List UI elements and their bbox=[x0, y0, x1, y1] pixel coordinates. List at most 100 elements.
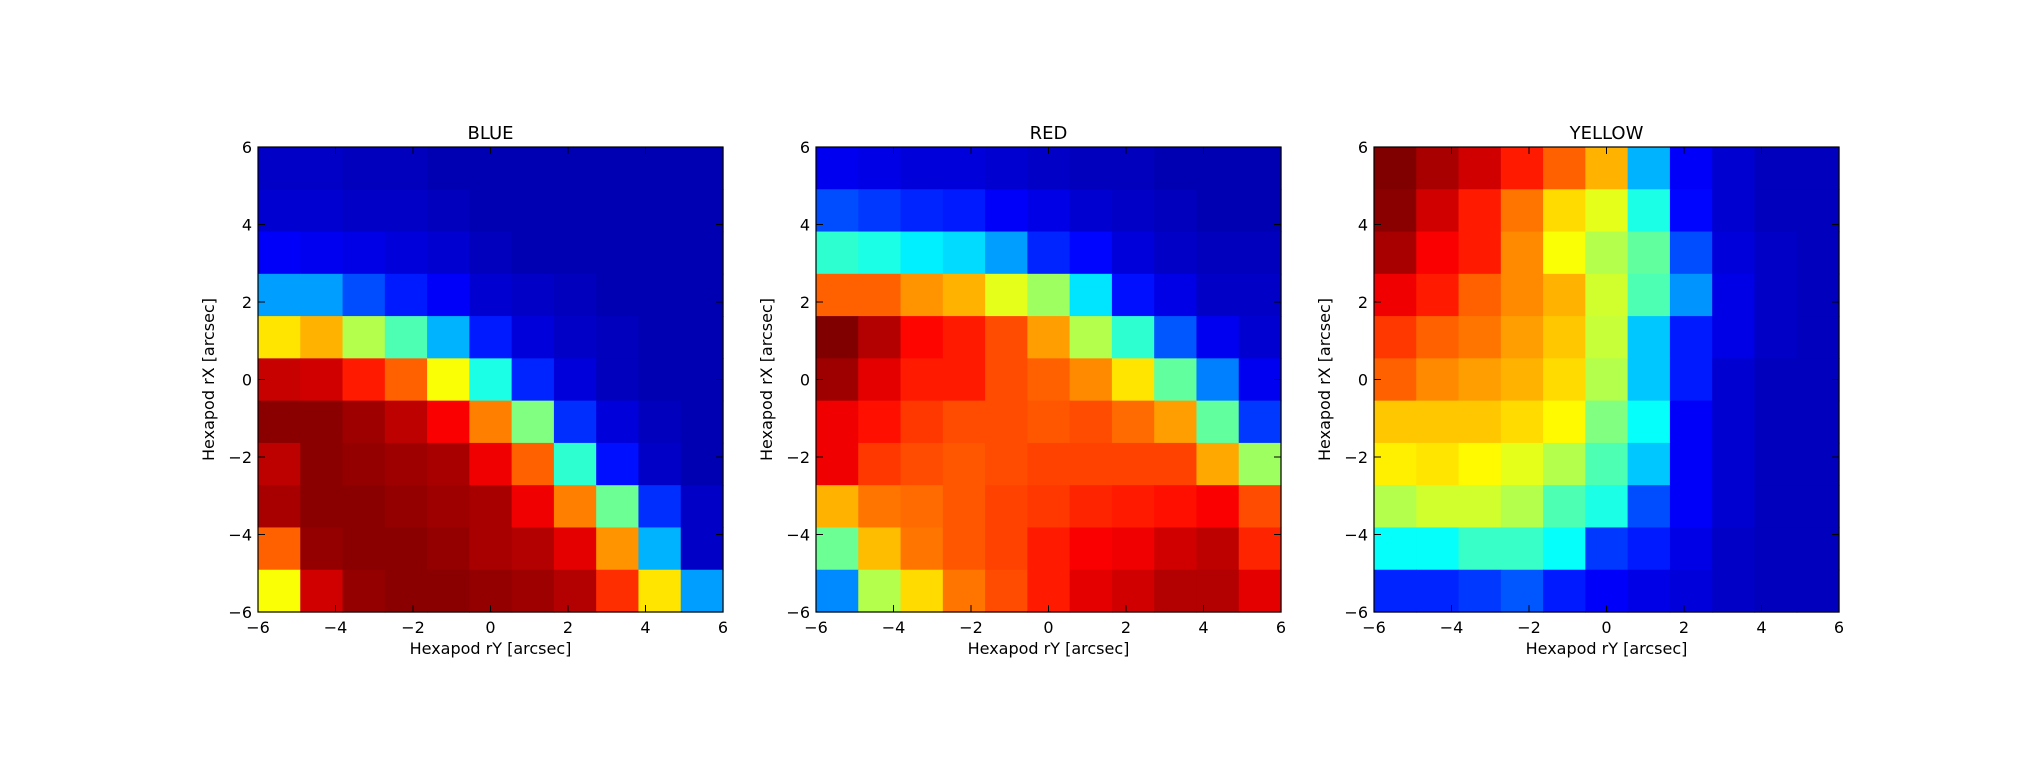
heatmap-panels: −6 −4 −2 0 2 4 6 −6 −4 −2 0 2 4 6 BLUE Hexapod rY [arcs… bbox=[199, 123, 1844, 658]
y-tick-label: 4 bbox=[1358, 216, 1368, 235]
heatmap-cell bbox=[900, 189, 944, 233]
heatmap-cell bbox=[1543, 273, 1586, 317]
heatmap-cell bbox=[427, 485, 470, 529]
heatmap-cell bbox=[1754, 147, 1798, 190]
heatmap-cell bbox=[1196, 400, 1240, 444]
heatmap-cell bbox=[680, 442, 724, 486]
heatmap-cell bbox=[427, 527, 470, 571]
heatmap-cell bbox=[1585, 400, 1629, 444]
heatmap-cell bbox=[1111, 400, 1155, 444]
heatmap-cell bbox=[1543, 316, 1586, 359]
heatmap-cell bbox=[511, 485, 555, 529]
heatmap-cell bbox=[1669, 485, 1713, 529]
heatmap-cell bbox=[1627, 485, 1671, 529]
heatmap-cell bbox=[1627, 527, 1671, 571]
heatmap-cell bbox=[1069, 189, 1113, 233]
heatmap-cell bbox=[638, 231, 682, 275]
heatmap-cell bbox=[942, 231, 986, 275]
heatmap-cell bbox=[596, 147, 640, 190]
heatmap-cell bbox=[942, 485, 986, 529]
heatmap-cell bbox=[816, 189, 859, 233]
heatmap-cell bbox=[1111, 442, 1155, 486]
y-tick-label: 0 bbox=[242, 371, 252, 390]
x-tick-label: −6 bbox=[246, 618, 270, 637]
heatmap-cell bbox=[1154, 147, 1198, 190]
heatmap-cell bbox=[1669, 273, 1713, 317]
heatmap-cell bbox=[1669, 231, 1713, 275]
y-tick-label: −6 bbox=[786, 603, 810, 622]
heatmap-cell bbox=[384, 527, 428, 571]
heatmap-cell bbox=[1796, 527, 1840, 571]
heatmap-cell bbox=[1543, 527, 1586, 571]
heatmap-cell bbox=[427, 400, 470, 444]
heatmap-cell bbox=[680, 189, 724, 233]
heatmap-cell bbox=[1627, 569, 1671, 613]
heatmap-cell bbox=[1416, 358, 1460, 402]
heatmap-cell bbox=[1416, 527, 1460, 571]
heatmap-cell bbox=[816, 400, 859, 444]
heatmap-cell bbox=[1754, 400, 1798, 444]
heatmap-cell bbox=[342, 442, 386, 486]
heatmap-cell bbox=[1069, 273, 1113, 317]
heatmap-cell bbox=[1238, 569, 1282, 613]
heatmap-cell bbox=[553, 231, 597, 275]
heatmap-cell bbox=[1154, 569, 1198, 613]
heatmap-cell bbox=[1154, 485, 1198, 529]
heatmap-cell bbox=[1543, 569, 1586, 613]
heatmap-cell bbox=[1585, 527, 1629, 571]
heatmap-cell bbox=[1374, 147, 1417, 190]
heatmap-cell bbox=[1374, 358, 1417, 402]
y-tick-label: 6 bbox=[1358, 138, 1368, 157]
x-tick-label: 4 bbox=[1198, 618, 1208, 637]
heatmap-cell bbox=[1796, 189, 1840, 233]
heatmap-cell bbox=[427, 189, 470, 233]
heatmap-cell bbox=[1669, 358, 1713, 402]
heatmap-cell bbox=[427, 569, 470, 613]
heatmap-cell bbox=[680, 231, 724, 275]
heatmap-cell bbox=[942, 527, 986, 571]
heatmap-cell bbox=[300, 485, 344, 529]
heatmap-cell bbox=[1669, 527, 1713, 571]
heatmap-cell bbox=[511, 316, 555, 359]
heatmap-cell bbox=[638, 527, 682, 571]
heatmap-cell bbox=[596, 442, 640, 486]
heatmap-cell bbox=[258, 358, 301, 402]
heatmap-cell bbox=[858, 273, 902, 317]
heatmap-cell bbox=[1543, 147, 1586, 190]
heatmap-cell bbox=[900, 273, 944, 317]
heatmap-cell bbox=[942, 147, 986, 190]
heatmap-cell bbox=[1238, 527, 1282, 571]
heatmap-cell bbox=[1196, 316, 1240, 359]
heatmap-cell bbox=[1238, 231, 1282, 275]
heatmap-cell bbox=[1374, 189, 1417, 233]
heatmap-cell bbox=[942, 189, 986, 233]
heatmap-cell bbox=[985, 527, 1028, 571]
heatmap-cell bbox=[680, 485, 724, 529]
heatmap-cell bbox=[1416, 485, 1460, 529]
heatmap-cell bbox=[900, 231, 944, 275]
heatmap-cell bbox=[469, 273, 513, 317]
heatmap-cell bbox=[1627, 273, 1671, 317]
heatmap-cell bbox=[300, 189, 344, 233]
heatmap-cell bbox=[384, 147, 428, 190]
heatmap-cell bbox=[596, 485, 640, 529]
heatmap-cell bbox=[511, 569, 555, 613]
heatmap-cell bbox=[553, 273, 597, 317]
y-tick-label: −2 bbox=[1344, 448, 1368, 467]
heatmap-cell bbox=[258, 569, 301, 613]
heatmap-cell bbox=[858, 442, 902, 486]
heatmap-cell bbox=[1754, 442, 1798, 486]
x-tick-label: 6 bbox=[1834, 618, 1844, 637]
heatmap-cell bbox=[1374, 273, 1417, 317]
heatmap-cell bbox=[342, 147, 386, 190]
heatmap-cell bbox=[1374, 569, 1417, 613]
heatmap-cell bbox=[1196, 273, 1240, 317]
heatmap-cell bbox=[258, 316, 301, 359]
heatmap-cell bbox=[638, 400, 682, 444]
heatmap-cell bbox=[553, 442, 597, 486]
heatmap-cell bbox=[1500, 442, 1544, 486]
heatmap-cell bbox=[638, 316, 682, 359]
heatmap-cell bbox=[511, 147, 555, 190]
heatmap-cell bbox=[342, 527, 386, 571]
heatmap-cell bbox=[1458, 442, 1502, 486]
